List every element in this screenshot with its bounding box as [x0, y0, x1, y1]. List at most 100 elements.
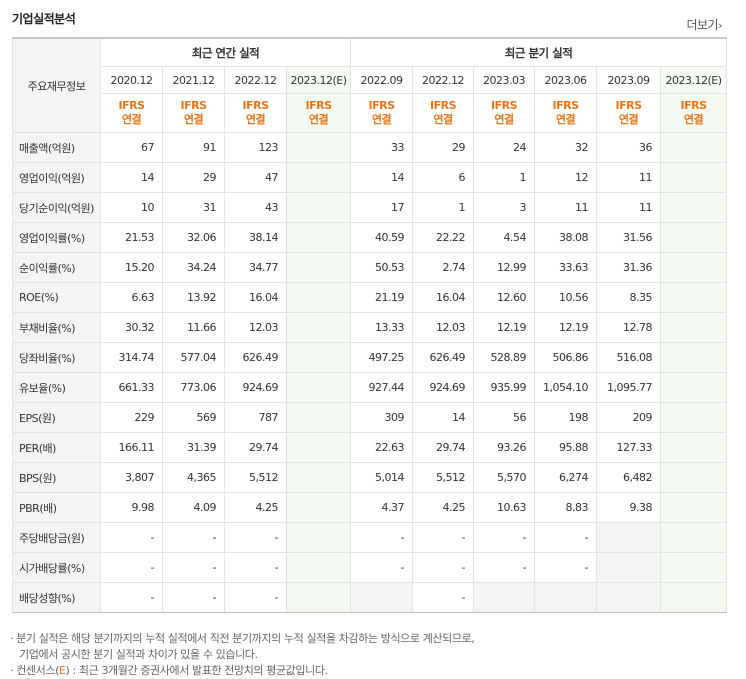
- financial-table: 주요재무정보 최근 연간 실적 최근 분기 실적 2020.12 2021.12 2022…: [12, 37, 728, 613]
- ifrs-header: IFRS 연결: [224, 93, 287, 133]
- annual-value-cell: 29.74: [224, 432, 287, 463]
- annual-value-cell: -: [224, 552, 287, 583]
- quarterly-value-cell: 4.54: [473, 222, 535, 253]
- annual-value-cell: 569: [162, 402, 225, 433]
- consolidated-label: 연결: [494, 113, 514, 126]
- annual-value-cell: 166.11: [100, 432, 163, 463]
- row-label: 당기순이익(억원): [12, 192, 101, 223]
- ifrs-label: IFRS: [118, 99, 146, 112]
- annual-value-cell: [286, 342, 351, 373]
- quarterly-period-header: 2023.12(E): [659, 66, 728, 94]
- quarterly-value-cell: 21.19: [350, 282, 413, 313]
- quarterly-value-cell: 17: [350, 192, 413, 223]
- quarterly-value-cell: 1: [412, 192, 474, 223]
- consolidated-label: 연결: [371, 113, 392, 126]
- quarterly-value-cell: 1,054.10: [534, 372, 597, 403]
- annual-value-cell: 12.03: [224, 312, 287, 343]
- consolidated-label: 연결: [618, 113, 639, 126]
- quarterly-value-cell: 506.86: [534, 342, 597, 373]
- ifrs-label: IFRS: [491, 99, 518, 112]
- quarterly-value-cell: [596, 582, 661, 613]
- row-label: 당좌비율(%): [12, 342, 101, 373]
- annual-value-cell: 773.06: [162, 372, 225, 403]
- quarterly-value-cell: 12.03: [412, 312, 474, 343]
- row-label-header: 주요재무정보: [12, 37, 101, 133]
- quarterly-value-cell: 4.25: [412, 492, 474, 523]
- quarterly-value-cell: [659, 282, 728, 313]
- quarterly-value-cell: 927.44: [350, 372, 413, 403]
- quarterly-group-header: 최근 분기 실적: [349, 37, 728, 67]
- annual-value-cell: [286, 492, 351, 523]
- quarterly-value-cell: -: [350, 552, 413, 583]
- annual-value-cell: 4.09: [162, 492, 225, 523]
- quarterly-value-cell: 6,274: [534, 462, 597, 493]
- annual-value-cell: 34.77: [224, 252, 287, 283]
- row-label: 영업이익(억원): [12, 162, 101, 193]
- quarterly-value-cell: 29: [412, 132, 474, 163]
- quarterly-value-cell: 33.63: [534, 252, 597, 283]
- annual-value-cell: 67: [100, 132, 163, 163]
- table-row: 순이익률(%) 15.20 34.24 34.77 50.53 2.74 12.99 33.6…: [12, 252, 728, 283]
- annual-value-cell: 924.69: [224, 372, 287, 403]
- quarterly-value-cell: 4.37: [350, 492, 413, 523]
- annual-value-cell: 47: [224, 162, 287, 193]
- annual-value-cell: 9.98: [100, 492, 163, 523]
- table-row: 유보율(%) 661.33 773.06 924.69 927.44 924.69 935.…: [12, 372, 728, 403]
- quarterly-value-cell: 12: [534, 162, 597, 193]
- table-row: 주당배당금(원) - - - - - - -: [12, 522, 728, 553]
- quarterly-value-cell: 209: [596, 402, 661, 433]
- quarterly-value-cell: 516.08: [596, 342, 661, 373]
- quarterly-value-cell: -: [534, 552, 597, 583]
- quarterly-value-cell: 10.63: [473, 492, 535, 523]
- quarterly-value-cell: 6: [412, 162, 474, 193]
- quarterly-value-cell: 8.83: [534, 492, 597, 523]
- ifrs-label: IFRS: [180, 99, 208, 112]
- quarterly-value-cell: 31.36: [596, 252, 661, 283]
- quarterly-value-cell: 33: [350, 132, 413, 163]
- ifrs-label: IFRS: [305, 99, 333, 112]
- annual-value-cell: -: [224, 582, 287, 613]
- annual-value-cell: [286, 282, 351, 313]
- annual-value-cell: 13.92: [162, 282, 225, 313]
- quarterly-value-cell: 12.99: [473, 252, 535, 283]
- section-title: 기업실적분석: [12, 12, 76, 26]
- row-label: 매출액(억원): [12, 132, 101, 163]
- annual-value-cell: [286, 432, 351, 463]
- table-row: ROE(%) 6.63 13.92 16.04 21.19 16.04 12.60 10.56…: [12, 282, 728, 313]
- annual-value-cell: 787: [224, 402, 287, 433]
- table-row: 배당성향(%) - - - -: [12, 582, 728, 613]
- ifrs-header: IFRS 연결: [659, 93, 728, 133]
- ifrs-header: IFRS 연결: [534, 93, 597, 133]
- quarterly-value-cell: 5,512: [412, 462, 474, 493]
- quarterly-value-cell: [659, 522, 728, 553]
- quarterly-value-cell: [659, 372, 728, 403]
- quarterly-value-cell: 56: [473, 402, 535, 433]
- quarterly-value-cell: 36: [596, 132, 661, 163]
- quarterly-value-cell: 8.35: [596, 282, 661, 313]
- quarterly-value-cell: 5,014: [350, 462, 413, 493]
- quarterly-value-cell: 95.88: [534, 432, 597, 463]
- annual-value-cell: 21.53: [100, 222, 163, 253]
- more-label: 더보기: [686, 18, 719, 32]
- quarterly-value-cell: 11: [596, 162, 661, 193]
- annual-value-cell: 38.14: [224, 222, 287, 253]
- quarterly-value-cell: 31.56: [596, 222, 661, 253]
- quarterly-value-cell: [659, 312, 728, 343]
- annual-value-cell: 15.20: [100, 252, 163, 283]
- quarterly-value-cell: [659, 192, 728, 223]
- more-link[interactable]: 더보기›: [686, 16, 722, 33]
- table-row: PBR(배) 9.98 4.09 4.25 4.37 4.25 10.63 8.83 9.38: [12, 492, 728, 523]
- annual-value-cell: 10: [100, 192, 163, 223]
- chevron-right-icon: ›: [718, 19, 722, 32]
- table-row: BPS(원) 3,807 4,365 5,512 5,014 5,512 5,570 6,27…: [12, 462, 728, 493]
- quarterly-value-cell: [596, 552, 661, 583]
- annual-value-cell: 314.74: [100, 342, 163, 373]
- annual-value-cell: [286, 192, 351, 223]
- quarterly-value-cell: -: [412, 522, 474, 553]
- quarterly-value-cell: -: [534, 522, 597, 553]
- row-label: EPS(원): [12, 402, 101, 433]
- annual-period-header: 2021.12: [162, 66, 225, 94]
- quarterly-period-header: 2022.09: [350, 66, 413, 94]
- quarterly-value-cell: 309: [350, 402, 413, 433]
- annual-value-cell: [286, 462, 351, 493]
